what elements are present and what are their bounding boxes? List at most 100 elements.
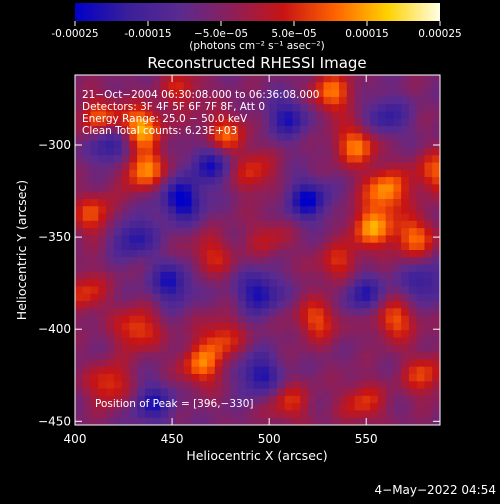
- heatmap-cell: [354, 82, 363, 90]
- heatmap-cell: [362, 352, 371, 360]
- heatmap-cell: [408, 250, 418, 258]
- heatmap-cell: [168, 322, 177, 331]
- heatmap-cell: [98, 235, 107, 244]
- heatmap-cell: [269, 308, 278, 317]
- heatmap-cell: [121, 162, 130, 171]
- heatmap-cell: [315, 395, 324, 404]
- heatmap-cell: [191, 126, 200, 134]
- heatmap-cell: [199, 126, 208, 134]
- heatmap-cell: [261, 169, 270, 178]
- heatmap-cell: [230, 96, 239, 105]
- heatmap-cell: [315, 301, 324, 309]
- heatmap-cell: [307, 184, 317, 193]
- heatmap-cell: [175, 293, 185, 302]
- heatmap-cell: [261, 242, 270, 251]
- heatmap-cell: [222, 417, 231, 425]
- heatmap-cell: [315, 308, 324, 317]
- heatmap-cell: [370, 315, 379, 324]
- heatmap-cell: [183, 177, 192, 185]
- heatmap-cell: [424, 359, 433, 368]
- heatmap-cell: [424, 279, 433, 287]
- heatmap-cell: [152, 315, 161, 324]
- heatmap-cell: [129, 308, 138, 317]
- heatmap-cell: [323, 96, 332, 105]
- heatmap-cell: [238, 301, 247, 309]
- heatmap-cell: [175, 286, 185, 295]
- heatmap-cell: [90, 308, 99, 317]
- heatmap-cell: [300, 82, 309, 90]
- heatmap-cell: [424, 96, 433, 105]
- heatmap-cell: [106, 264, 115, 273]
- heatmap-cell: [292, 242, 301, 251]
- heatmap-cell: [160, 301, 169, 309]
- heatmap-cell: [160, 147, 169, 156]
- heatmap-cell: [276, 126, 286, 134]
- heatmap-cell: [323, 155, 332, 163]
- heatmap-cell: [199, 162, 208, 171]
- heatmap-cell: [315, 410, 324, 419]
- heatmap-cell: [230, 82, 239, 90]
- heatmap-cell: [82, 191, 91, 200]
- heatmap-cell: [432, 403, 440, 411]
- heatmap-cell: [245, 257, 255, 265]
- heatmap-cell: [222, 366, 231, 375]
- heatmap-cell: [207, 191, 216, 200]
- heatmap-cell: [307, 75, 317, 83]
- heatmap-cell: [408, 147, 418, 156]
- heatmap-cell: [401, 388, 410, 397]
- heatmap-cell: [82, 322, 91, 331]
- heatmap-cell: [377, 344, 387, 353]
- heatmap-cell: [98, 417, 107, 425]
- heatmap-cell: [121, 89, 130, 98]
- heatmap-cell: [377, 89, 387, 98]
- heatmap-cell: [183, 104, 192, 112]
- heatmap-cell: [98, 162, 107, 171]
- heatmap-cell: [191, 133, 200, 142]
- heatmap-cell: [121, 352, 130, 360]
- heatmap-cell: [339, 344, 348, 353]
- heatmap-cell: [362, 118, 371, 127]
- heatmap-cell: [121, 388, 130, 397]
- heatmap-cell: [401, 147, 410, 156]
- heatmap-cell: [175, 388, 185, 397]
- heatmap-cell: [82, 96, 91, 105]
- heatmap-cell: [300, 242, 309, 251]
- heatmap-cell: [183, 410, 192, 419]
- heatmap-cell: [113, 271, 122, 280]
- heatmap-cell: [401, 213, 410, 222]
- heatmap-cell: [113, 381, 122, 389]
- heatmap-cell: [307, 206, 317, 214]
- heatmap-cell: [191, 184, 200, 193]
- heatmap-cell: [377, 169, 387, 178]
- heatmap-cell: [253, 315, 262, 324]
- heatmap-cell: [408, 264, 418, 273]
- heatmap-cell: [214, 162, 223, 171]
- heatmap-cell: [377, 293, 387, 302]
- heatmap-cell: [82, 140, 91, 149]
- heatmap-cell: [98, 82, 107, 90]
- heatmap-cell: [377, 184, 387, 193]
- heatmap-cell: [424, 75, 433, 83]
- heatmap-cell: [292, 330, 301, 338]
- heatmap-cell: [307, 403, 317, 411]
- heatmap-cell: [175, 206, 185, 214]
- heatmap-cell: [230, 403, 239, 411]
- heatmap-cell: [144, 177, 154, 185]
- heatmap-cell: [416, 373, 425, 382]
- heatmap-cell: [253, 250, 262, 258]
- heatmap-cell: [424, 293, 433, 302]
- heatmap-cell: [191, 118, 200, 127]
- heatmap-cell: [98, 126, 107, 134]
- heatmap-cell: [261, 410, 270, 419]
- heatmap-cell: [370, 162, 379, 171]
- heatmap-cell: [292, 133, 301, 142]
- heatmap-cell: [238, 330, 247, 338]
- heatmap-cell: [238, 140, 247, 149]
- heatmap-cell: [230, 337, 239, 346]
- heatmap-cell: [183, 337, 192, 346]
- heatmap-cell: [144, 315, 154, 324]
- heatmap-cell: [168, 352, 177, 360]
- heatmap-cell: [261, 417, 270, 425]
- heatmap-cell: [129, 250, 138, 258]
- heatmap-cell: [199, 373, 208, 382]
